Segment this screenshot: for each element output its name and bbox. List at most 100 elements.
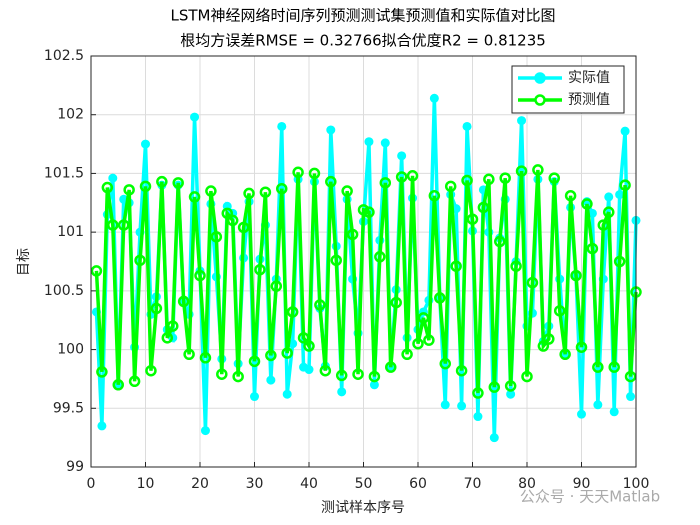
data-point bbox=[537, 340, 550, 352]
data-point bbox=[190, 112, 200, 122]
data-point bbox=[304, 365, 314, 375]
y-tick-label: 99.5 bbox=[53, 400, 84, 416]
data-point bbox=[101, 181, 114, 194]
data-point bbox=[194, 269, 206, 282]
data-point bbox=[455, 364, 468, 377]
data-point bbox=[97, 421, 107, 431]
data-point bbox=[243, 187, 255, 200]
data-point bbox=[593, 400, 603, 410]
data-point bbox=[494, 235, 506, 248]
data-point bbox=[450, 260, 462, 272]
data-point bbox=[423, 334, 435, 346]
data-point bbox=[553, 305, 566, 317]
data-point bbox=[434, 292, 446, 304]
data-point bbox=[548, 172, 560, 184]
x-tick-label: 10 bbox=[137, 476, 155, 492]
data-point bbox=[226, 214, 239, 227]
data-point bbox=[473, 412, 483, 422]
data-point bbox=[314, 299, 326, 311]
data-point bbox=[592, 361, 604, 373]
data-point bbox=[379, 177, 392, 189]
data-point bbox=[439, 357, 451, 370]
data-point bbox=[613, 255, 626, 268]
data-point bbox=[346, 228, 359, 241]
data-point bbox=[619, 179, 631, 191]
data-point bbox=[477, 201, 490, 214]
data-point bbox=[237, 221, 250, 234]
x-tick-label: 40 bbox=[300, 476, 318, 492]
chart-subtitle: 根均方误差RMSE = 0.32766拟合优度R2 = 0.81235 bbox=[180, 32, 546, 50]
legend-marker bbox=[534, 94, 546, 106]
data-point bbox=[380, 138, 390, 148]
x-tick-label: 80 bbox=[518, 476, 536, 492]
data-point bbox=[608, 361, 620, 373]
y-tick-label: 102.5 bbox=[44, 48, 84, 64]
data-point bbox=[429, 93, 439, 103]
data-point bbox=[488, 381, 501, 393]
data-point bbox=[205, 185, 217, 197]
data-point bbox=[183, 348, 195, 361]
data-point bbox=[248, 355, 261, 368]
data-point bbox=[150, 302, 163, 315]
data-point bbox=[374, 251, 386, 263]
x-tick-label: 30 bbox=[246, 476, 264, 492]
data-point bbox=[199, 352, 212, 364]
data-point bbox=[167, 320, 179, 332]
legend-label: 实际值 bbox=[568, 70, 610, 86]
data-point bbox=[517, 116, 527, 126]
y-tick-label: 100.5 bbox=[44, 283, 84, 299]
data-point bbox=[352, 368, 364, 380]
x-tick-label: 100 bbox=[623, 476, 650, 492]
data-point bbox=[489, 433, 499, 443]
data-point bbox=[112, 379, 124, 391]
data-point bbox=[604, 192, 614, 202]
data-point bbox=[308, 167, 321, 180]
data-point bbox=[597, 219, 610, 231]
data-point bbox=[440, 400, 450, 410]
data-point bbox=[504, 380, 517, 392]
data-point bbox=[292, 166, 304, 179]
data-point bbox=[577, 409, 586, 419]
data-point bbox=[123, 184, 135, 196]
data-point bbox=[335, 369, 348, 382]
data-point bbox=[326, 125, 336, 135]
data-point bbox=[461, 174, 473, 187]
data-point bbox=[221, 207, 233, 220]
axes-box bbox=[90, 55, 637, 468]
chart-title: LSTM神经网络时间序列预测测试集预测值和实际值对比图 bbox=[171, 7, 556, 25]
data-point bbox=[499, 172, 511, 184]
data-point bbox=[96, 366, 108, 378]
data-point bbox=[624, 370, 637, 383]
series-line bbox=[94, 98, 638, 438]
x-tick-label: 50 bbox=[355, 476, 373, 492]
data-point bbox=[303, 340, 315, 352]
data-point bbox=[483, 173, 495, 186]
data-point bbox=[341, 185, 353, 197]
data-point bbox=[466, 213, 479, 225]
data-point bbox=[117, 219, 130, 231]
y-tick-label: 101 bbox=[57, 224, 84, 240]
data-point bbox=[156, 175, 168, 188]
data-point bbox=[586, 242, 599, 255]
data-point bbox=[532, 164, 544, 176]
data-point bbox=[515, 165, 528, 177]
data-point bbox=[543, 333, 555, 345]
legend-label: 预测值 bbox=[568, 92, 610, 108]
data-point bbox=[210, 231, 223, 243]
data-point bbox=[526, 276, 539, 289]
y-tick-label: 100 bbox=[57, 342, 84, 358]
data-point bbox=[265, 349, 277, 362]
x-tick-label: 90 bbox=[573, 476, 591, 492]
x-axis-label: 测试样本序号 bbox=[321, 500, 405, 516]
data-point bbox=[390, 296, 402, 309]
data-point bbox=[428, 189, 441, 202]
data-point bbox=[609, 407, 619, 417]
data-point bbox=[128, 375, 141, 388]
data-point bbox=[276, 182, 288, 195]
data-point bbox=[457, 401, 467, 411]
watermark: 公众号 · 天天Matlab bbox=[520, 488, 660, 506]
data-point bbox=[286, 306, 299, 318]
x-tick-label: 60 bbox=[409, 476, 427, 492]
data-point bbox=[472, 387, 484, 399]
